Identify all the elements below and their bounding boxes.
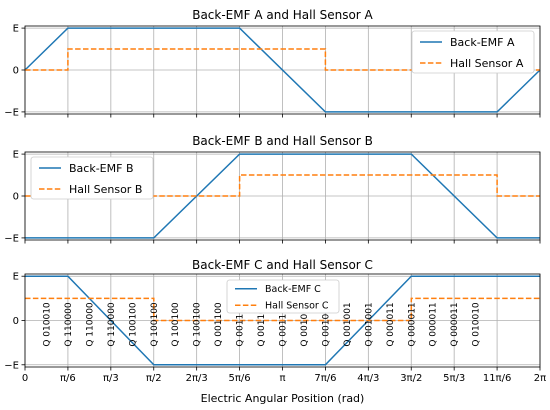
x-tick-label: 11π/6	[483, 373, 511, 384]
x-tick-label: 2π	[534, 373, 546, 384]
switch-state-label: Q 100100	[128, 302, 138, 347]
switch-state-label: Q 001001	[300, 302, 310, 346]
x-tick-label: 0	[22, 373, 28, 384]
y-tick-label: E	[13, 150, 19, 161]
subplot-2: Back-EMF B and Hall Sensor B −E 0 E Back-EMF…	[4, 134, 541, 244]
switch-state-label: Q 100100	[193, 302, 203, 347]
legend-label: Hall Sensor C	[265, 301, 329, 312]
switch-state-label: Q 000011	[429, 302, 439, 346]
subplot-title: Back-EMF B and Hall Sensor B	[192, 134, 373, 148]
x-tick-label: 4π/3	[357, 373, 379, 384]
x-tick-label: π/6	[60, 373, 76, 384]
x-tick-label: 7π/6	[314, 373, 336, 384]
legend-label: Hall Sensor A	[450, 57, 524, 70]
hall-sensor-line	[25, 174, 540, 197]
legend-label: Back-EMF A	[450, 36, 515, 49]
back-emf-line	[25, 275, 540, 366]
switch-state-label: Q 001001	[343, 302, 353, 346]
legend-label: Back-EMF B	[69, 162, 134, 175]
switch-state-label: Q 001001	[321, 302, 331, 346]
legend: Back-EMF C Hall Sensor C	[226, 279, 340, 314]
switch-state-label: Q 010010	[42, 302, 52, 347]
switch-state-label: Q 110000	[64, 302, 74, 347]
switch-state-label: Q 000011	[407, 302, 417, 346]
switch-state-label: Q 001100	[279, 302, 289, 347]
subplot-1: Back-EMF A and Hall Sensor A −E 0 E Back-EMF…	[4, 8, 541, 118]
y-tick-label: E	[13, 272, 19, 283]
back-emf-line	[25, 153, 540, 239]
x-tick-label: 3π/2	[400, 373, 422, 384]
switch-state-label: Q 100100	[150, 302, 160, 347]
hall-sensor-line	[25, 48, 540, 71]
y-tick-label: −E	[4, 233, 19, 244]
x-tick-label: 2π/3	[186, 373, 208, 384]
y-tick-label: 0	[13, 66, 19, 77]
subplot-3: Back-EMF C and Hall Sensor C Q 010010 Q 11…	[4, 258, 546, 384]
x-tick-label: 5π/6	[229, 373, 251, 384]
switch-state-label: Q 100100	[171, 302, 181, 347]
switch-state-label: Q 000011	[450, 302, 460, 346]
switch-state-label: Q 000011	[386, 302, 396, 346]
switch-state-label: Q 001100	[257, 302, 267, 347]
subplot-title: Back-EMF A and Hall Sensor A	[192, 8, 373, 22]
legend: Back-EMF A Hall Sensor A	[411, 30, 535, 74]
y-tick-label: E	[13, 24, 19, 35]
hall-sensor-line	[25, 297, 540, 322]
y-tick-label: 0	[13, 316, 19, 327]
y-tick-label: 0	[13, 192, 19, 203]
x-tick-label: π	[279, 373, 285, 384]
legend-box	[411, 30, 535, 74]
switch-state-label: Q 001100	[236, 302, 246, 347]
y-tick-label: −E	[4, 107, 19, 118]
switch-state-label: Q 001100	[214, 302, 224, 347]
x-tick-label: π/3	[103, 373, 119, 384]
y-tick-label: −E	[4, 360, 19, 371]
subplot-title: Back-EMF C and Hall Sensor C	[192, 258, 373, 272]
legend: Back-EMF B Hall Sensor B	[30, 156, 154, 200]
switch-state-label: Q 110000	[85, 302, 95, 347]
switch-state-label: Q 110000	[107, 302, 117, 347]
x-tick-label: π/2	[146, 373, 162, 384]
back-emf-line	[24, 27, 541, 113]
x-tick-label: 5π/3	[443, 373, 465, 384]
legend-label: Back-EMF C	[265, 284, 321, 295]
x-axis-label: Electric Angular Position (rad)	[201, 392, 365, 405]
switch-state-label: Q 001001	[364, 302, 374, 346]
legend-label: Hall Sensor B	[69, 183, 142, 196]
legend-box	[30, 156, 154, 200]
switch-state-label: Q 010010	[472, 302, 482, 347]
